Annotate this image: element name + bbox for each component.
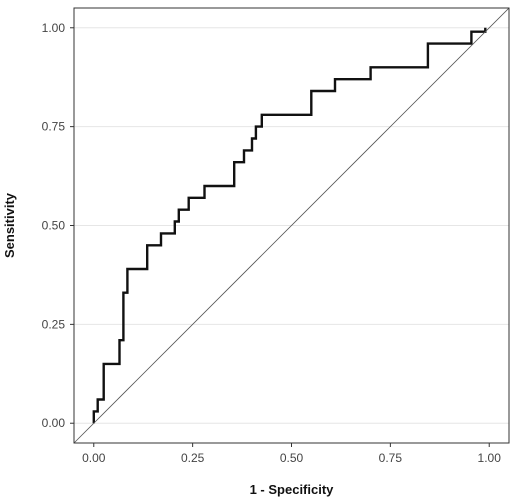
axis-ticks: 0.00 0.25 0.50 0.75 1.00 0.00 0.25 0.50 0.75 1.00 — [42, 21, 502, 465]
reference-diagonal-line — [73, 7, 510, 444]
x-tick-label: 1.00 — [478, 451, 502, 465]
x-tick-label: 0.00 — [82, 451, 106, 465]
x-tick-label: 0.75 — [379, 451, 403, 465]
y-axis-title: Sensitivity — [2, 192, 17, 258]
x-tick-label: 0.50 — [280, 451, 304, 465]
x-axis-title: 1 - Specificity — [250, 482, 335, 497]
y-tick-label: 0.25 — [42, 317, 66, 331]
y-tick-label: 1.00 — [42, 21, 66, 35]
y-tick-label: 0.75 — [42, 120, 66, 134]
y-tick-label: 0.50 — [42, 219, 66, 233]
x-tick-label: 0.25 — [181, 451, 205, 465]
roc-curve-line — [92, 27, 487, 424]
y-tick-label: 0.00 — [42, 416, 66, 430]
chart-marks — [73, 7, 510, 444]
